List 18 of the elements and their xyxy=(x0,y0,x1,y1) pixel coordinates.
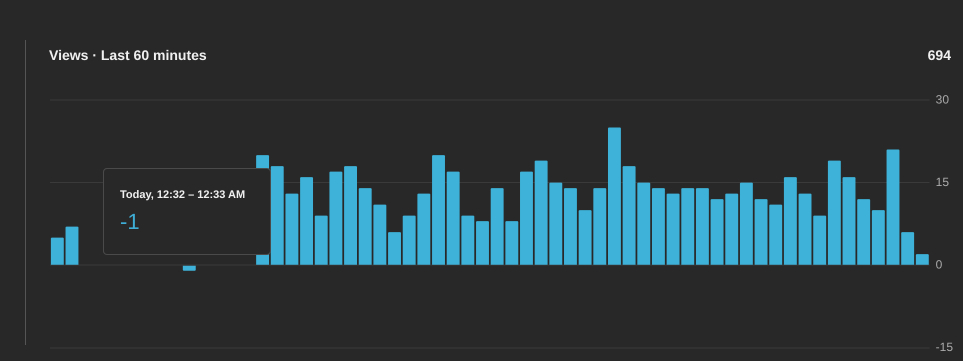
annotation: Today, 12:32 – 12:33 AM xyxy=(120,189,246,201)
bar xyxy=(769,204,782,265)
bar xyxy=(916,254,929,265)
y-tick-label: 30 xyxy=(936,92,950,106)
bar xyxy=(637,182,650,265)
y-tick-label: 15 xyxy=(936,174,950,189)
annotation: -1 xyxy=(120,209,140,235)
y-tick-label: 0 xyxy=(936,258,943,272)
bar xyxy=(314,216,328,265)
text: 694 xyxy=(928,47,951,63)
bar xyxy=(270,166,284,265)
bar xyxy=(358,188,372,265)
bar xyxy=(182,266,196,271)
bar xyxy=(681,188,694,265)
bar xyxy=(725,194,738,265)
bar xyxy=(593,188,606,265)
chart-title: Views · Last 60 minutes xyxy=(49,47,207,63)
y-tick-label: -15 xyxy=(936,340,954,354)
